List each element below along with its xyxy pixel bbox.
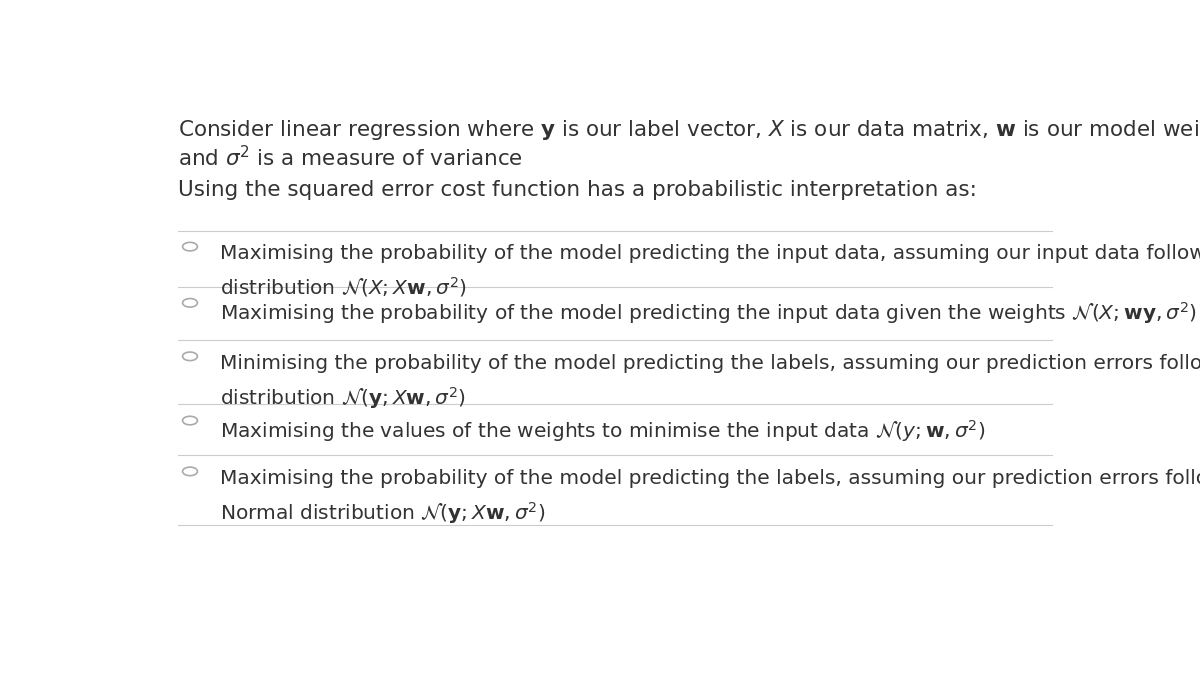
Text: Maximising the probability of the model predicting the input data given the weig: Maximising the probability of the model … [220, 300, 1196, 326]
Text: distribution $\mathcal{N}(X; X\mathbf{w}, \sigma^2)$: distribution $\mathcal{N}(X; X\mathbf{w}… [220, 275, 467, 299]
Text: Using the squared error cost function has a probabilistic interpretation as:: Using the squared error cost function ha… [178, 180, 977, 199]
Text: Normal distribution $\mathcal{N}(\mathbf{y}; X\mathbf{w}, \sigma^2)$: Normal distribution $\mathcal{N}(\mathbf… [220, 500, 545, 525]
Text: Maximising the values of the weights to minimise the input data $\mathcal{N}(y; : Maximising the values of the weights to … [220, 418, 985, 444]
Text: Consider linear regression where $\mathbf{y}$ is our label vector, $X$ is our da: Consider linear regression where $\mathb… [178, 118, 1200, 142]
Text: Maximising the probability of the model predicting the labels, assuming our pred: Maximising the probability of the model … [220, 468, 1200, 488]
Text: and $\sigma^2$ is a measure of variance: and $\sigma^2$ is a measure of variance [178, 145, 523, 170]
Text: distribution $\mathcal{N}(\mathbf{y}; X\mathbf{w}, \sigma^2)$: distribution $\mathcal{N}(\mathbf{y}; X\… [220, 385, 466, 411]
Text: Maximising the probability of the model predicting the input data, assuming our : Maximising the probability of the model … [220, 244, 1200, 263]
Text: Minimising the probability of the model predicting the labels, assuming our pred: Minimising the probability of the model … [220, 354, 1200, 373]
